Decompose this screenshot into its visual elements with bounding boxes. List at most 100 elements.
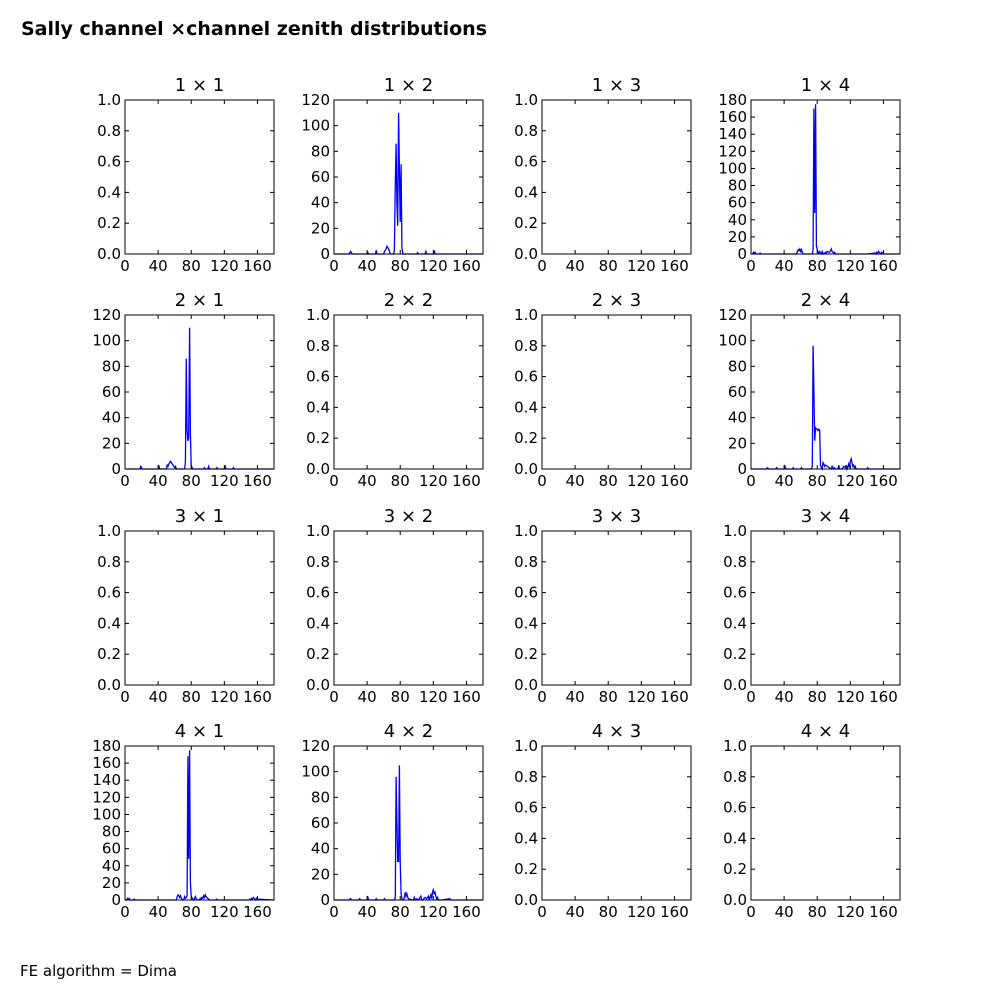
algorithm-footnote: FE algorithm = Dima: [20, 962, 177, 980]
x-tick-label: 160: [452, 257, 481, 275]
x-tick-label: 160: [452, 472, 481, 490]
subplot-1: 0 40 80 120 160 0.0 0.2 0.4 0.6 0.8 1.0 1 × 1: [97, 75, 275, 275]
y-tick-label: 140: [92, 771, 121, 789]
y-tick-label: 0.6: [306, 584, 330, 602]
x-tick-label: 80: [599, 472, 618, 490]
x-tick-label: 160: [869, 257, 898, 275]
y-tick-label: 0.0: [723, 891, 747, 909]
y-tick-label: 1.0: [97, 522, 121, 540]
y-tick-label: 80: [311, 142, 330, 160]
subplot-7: 0 40 80 120 160 0.0 0.2 0.4 0.6 0.8 1.0 2 × 3: [514, 290, 692, 490]
y-tick-label: 100: [301, 117, 330, 135]
subplot-title: 2 × 2: [384, 290, 433, 311]
x-tick-label: 120: [419, 257, 448, 275]
x-tick-label: 40: [566, 688, 585, 706]
x-tick-label: 120: [836, 257, 865, 275]
x-tick-label: 0: [120, 903, 130, 921]
y-tick-label: 120: [301, 737, 330, 755]
y-tick-label: 180: [92, 737, 121, 755]
y-tick-label: 0.0: [514, 891, 538, 909]
x-tick-label: 80: [599, 257, 618, 275]
plot-frame: [333, 745, 484, 901]
y-tick-label: 40: [311, 840, 330, 858]
y-tick-label: 0.2: [514, 429, 538, 447]
y-tick-label: 160: [718, 108, 747, 126]
x-tick-label: 0: [746, 903, 756, 921]
plot-frame: [124, 99, 275, 255]
y-tick-label: 0: [737, 245, 747, 263]
x-tick-label: 40: [149, 688, 168, 706]
y-tick-label: 0: [320, 245, 330, 263]
y-tick-label: 0.4: [723, 829, 747, 847]
y-tick-label: 0.4: [97, 183, 121, 201]
y-tick-label: 0.2: [723, 860, 747, 878]
y-tick-label: 20: [728, 228, 747, 246]
x-tick-label: 120: [210, 903, 239, 921]
subplot-15: 0 40 80 120 160 0.0 0.2 0.4 0.6 0.8 1.0 4 × 3: [514, 721, 692, 921]
x-tick-label: 40: [775, 903, 794, 921]
x-tick-label: 40: [775, 688, 794, 706]
x-tick-label: 160: [660, 257, 689, 275]
plot-frame: [541, 314, 692, 470]
series-line: [334, 112, 483, 255]
y-tick-label: 0.6: [723, 799, 747, 817]
y-tick-label: 0.6: [514, 584, 538, 602]
subplot-title: 4 × 2: [384, 721, 433, 742]
y-tick-label: 1.0: [97, 91, 121, 109]
x-tick-label: 40: [566, 903, 585, 921]
y-tick-label: 0.0: [514, 245, 538, 263]
subplot-12: 0 40 80 120 160 0.0 0.2 0.4 0.6 0.8 1.0 3 × 4: [723, 506, 901, 706]
x-tick-label: 120: [627, 472, 656, 490]
y-tick-label: 0.8: [97, 553, 121, 571]
plot-frame: [750, 745, 901, 901]
y-tick-label: 0.6: [514, 799, 538, 817]
y-tick-label: 0.0: [723, 676, 747, 694]
y-tick-label: 80: [728, 177, 747, 195]
y-tick-label: 80: [728, 357, 747, 375]
y-tick-label: 80: [102, 357, 121, 375]
subplot-10: 0 40 80 120 160 0.0 0.2 0.4 0.6 0.8 1.0 3 × 2: [306, 506, 484, 706]
y-tick-label: 0.2: [306, 645, 330, 663]
x-tick-label: 40: [149, 472, 168, 490]
x-tick-label: 120: [627, 257, 656, 275]
y-tick-label: 120: [92, 788, 121, 806]
y-tick-label: 0.6: [97, 153, 121, 171]
subplot-title: 4 × 4: [801, 721, 850, 742]
x-tick-label: 80: [391, 257, 410, 275]
y-tick-label: 120: [301, 91, 330, 109]
y-tick-label: 40: [311, 194, 330, 212]
x-tick-label: 120: [210, 472, 239, 490]
y-tick-label: 1.0: [306, 522, 330, 540]
y-tick-label: 120: [718, 306, 747, 324]
x-tick-label: 40: [358, 472, 377, 490]
x-tick-label: 160: [243, 688, 272, 706]
plot-frame: [124, 745, 275, 901]
x-tick-label: 40: [775, 257, 794, 275]
plot-frame: [333, 99, 484, 255]
subplot-6: 0 40 80 120 160 0.0 0.2 0.4 0.6 0.8 1.0 2 × 2: [306, 290, 484, 490]
y-tick-label: 20: [102, 874, 121, 892]
x-tick-label: 40: [149, 257, 168, 275]
y-tick-label: 60: [728, 194, 747, 212]
y-tick-label: 0.2: [514, 214, 538, 232]
y-tick-label: 0: [111, 891, 121, 909]
x-tick-label: 0: [537, 903, 547, 921]
y-tick-label: 0.2: [723, 645, 747, 663]
x-tick-label: 80: [182, 257, 201, 275]
subplot-title: 3 × 4: [801, 506, 850, 527]
x-tick-label: 40: [775, 472, 794, 490]
x-tick-label: 80: [808, 903, 827, 921]
plot-frame: [750, 314, 901, 470]
x-tick-label: 0: [537, 472, 547, 490]
subplot-title: 4 × 1: [175, 721, 224, 742]
series-line: [751, 104, 900, 256]
subplot-3: 0 40 80 120 160 0.0 0.2 0.4 0.6 0.8 1.0 1 × 3: [514, 75, 692, 275]
y-tick-label: 0.2: [514, 860, 538, 878]
subplot-title: 3 × 3: [592, 506, 641, 527]
x-tick-label: 120: [419, 472, 448, 490]
subplot-title: 3 × 2: [384, 506, 433, 527]
y-tick-label: 40: [102, 857, 121, 875]
